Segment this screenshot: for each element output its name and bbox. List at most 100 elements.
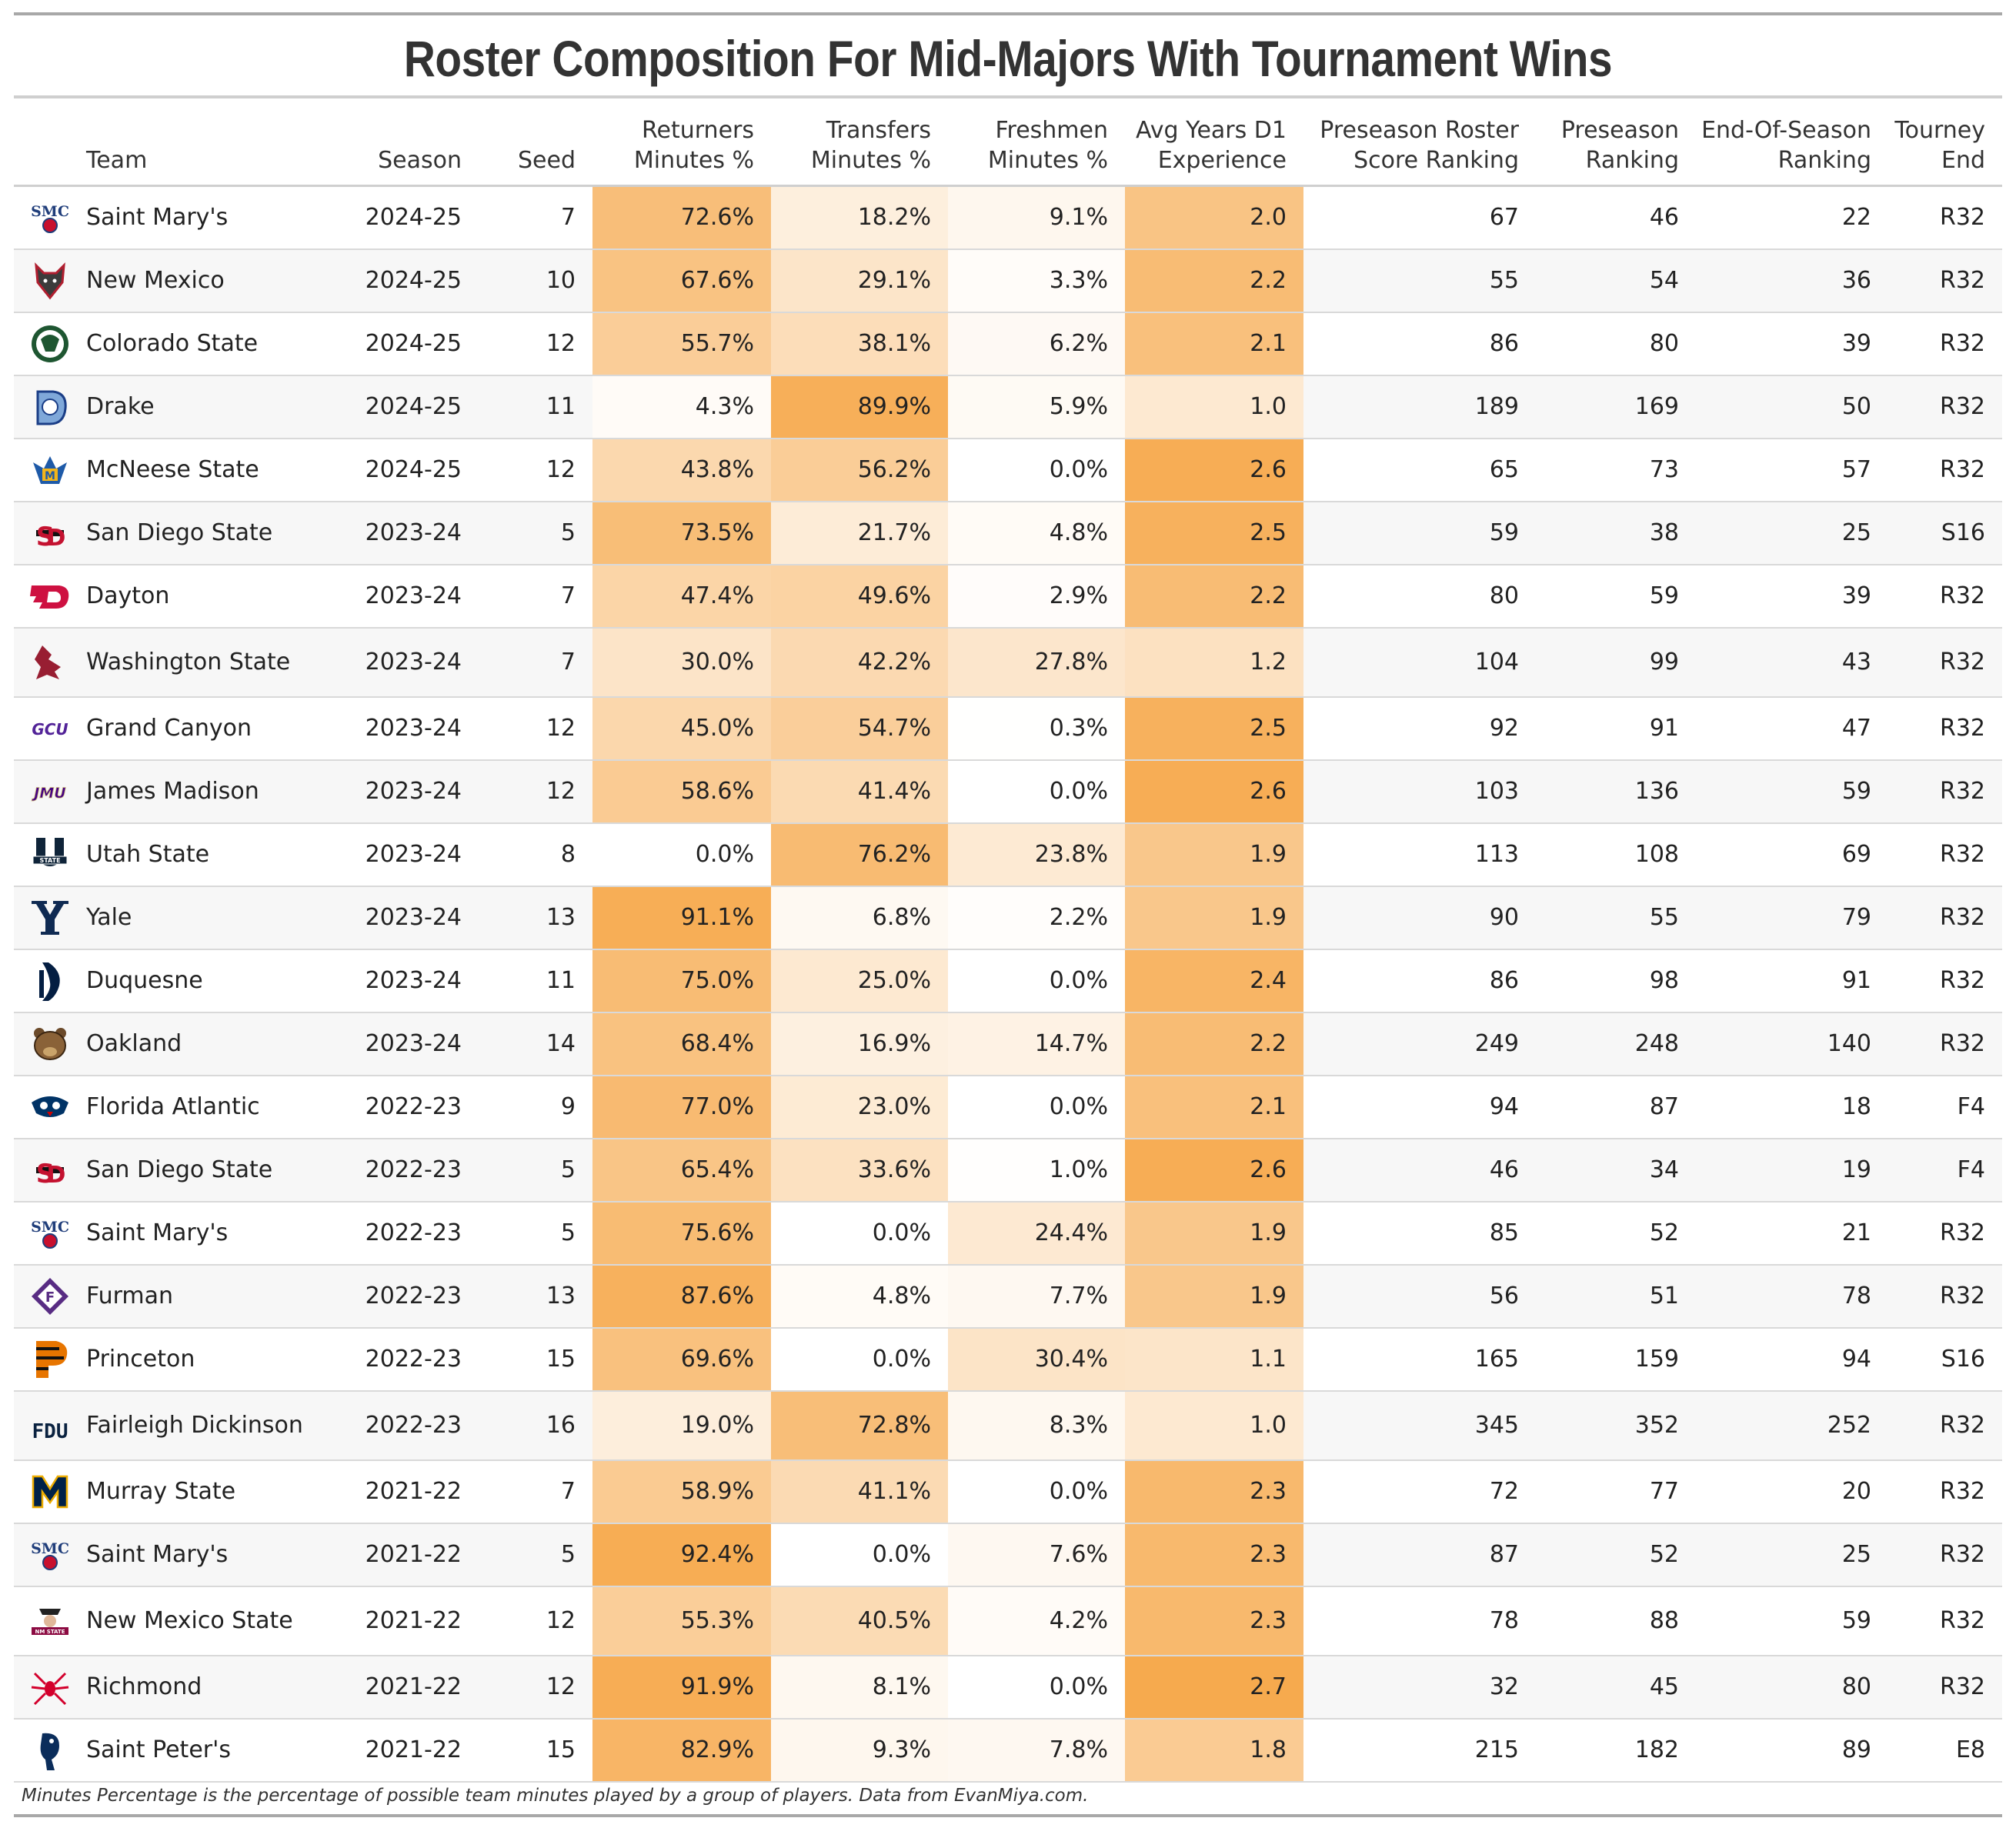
logo-cell — [14, 1718, 86, 1783]
column-header-avg-years: Avg Years D1 Experience — [1125, 98, 1303, 187]
column-header-line: Avg Years D1 — [1136, 117, 1287, 144]
cell-end-rank: 25 — [1696, 501, 1888, 565]
cell-avg-years: 2.2 — [1125, 1012, 1303, 1076]
cell-tourney-end: R32 — [1888, 1012, 2002, 1076]
table-row: Duquesne 2023-24 11 75.0% 25.0% 0.0% 2.4 86 98 91… — [14, 949, 2002, 1013]
cell-transfers: 4.8% — [771, 1264, 948, 1329]
cell-tourney-end: R32 — [1888, 886, 2002, 950]
cell-transfers: 6.8% — [771, 886, 948, 950]
cell-returners: 68.4% — [592, 1012, 771, 1076]
table-row: SMC Saint Mary's 2024-25 7 72.6% 18.2% 9.1% 2.0… — [14, 185, 2002, 250]
cell-end-rank: 19 — [1696, 1138, 1888, 1203]
cell-tourney-end: R32 — [1888, 696, 2002, 761]
cell-preseason-rank: 46 — [1536, 185, 1696, 250]
flying-d-logo-icon — [28, 575, 72, 618]
svg-text:NM STATE: NM STATE — [35, 1629, 65, 1635]
cell-freshmen: 24.4% — [948, 1201, 1125, 1266]
cell-avg-years: 2.6 — [1125, 438, 1303, 502]
cell-freshmen: 1.0% — [948, 1138, 1125, 1203]
cell-freshmen: 0.0% — [948, 1655, 1125, 1720]
team-name: New Mexico — [86, 249, 314, 313]
team-name: New Mexico State — [86, 1586, 314, 1656]
duquesne-d-logo-icon — [28, 959, 72, 1002]
cell-season: 2021-22 — [314, 1655, 479, 1720]
cell-avg-years: 2.7 — [1125, 1655, 1303, 1720]
table-row: S D San Diego State 2023-24 5 73.5% 21.7% 4.8% 2… — [14, 501, 2002, 565]
cell-tourney-end: R32 — [1888, 949, 2002, 1013]
cell-preseason-rank: 108 — [1536, 822, 1696, 887]
cell-avg-years: 1.0 — [1125, 375, 1303, 439]
logo-cell — [14, 1012, 86, 1076]
cell-preseason-rank: 51 — [1536, 1264, 1696, 1329]
cell-seed: 5 — [479, 501, 592, 565]
cell-seed: 5 — [479, 1201, 592, 1266]
cell-end-rank: 36 — [1696, 249, 1888, 313]
column-header-line: Returners — [642, 117, 754, 144]
footnote: Minutes Percentage is the percentage of … — [22, 1786, 1089, 1806]
cell-tourney-end: S16 — [1888, 501, 2002, 565]
top-rule — [14, 12, 2002, 15]
cell-preseason-rank: 169 — [1536, 375, 1696, 439]
smc-logo-icon: SMC — [28, 196, 72, 239]
cell-avg-years: 1.2 — [1125, 627, 1303, 698]
team-name: Yale — [86, 886, 314, 950]
cell-end-rank: 21 — [1696, 1201, 1888, 1266]
cell-seed: 12 — [479, 438, 592, 502]
team-name: Grand Canyon — [86, 696, 314, 761]
cell-end-rank: 94 — [1696, 1327, 1888, 1392]
cell-freshmen: 4.2% — [948, 1586, 1125, 1656]
cell-transfers: 76.2% — [771, 822, 948, 887]
cell-seed: 12 — [479, 312, 592, 376]
cell-end-rank: 59 — [1696, 759, 1888, 824]
cell-freshmen: 0.3% — [948, 696, 1125, 761]
team-name: Furman — [86, 1264, 314, 1329]
cell-returners: 75.6% — [592, 1201, 771, 1266]
lobo-logo-icon — [28, 259, 72, 302]
cell-season: 2023-24 — [314, 1012, 479, 1076]
cell-returners: 67.6% — [592, 249, 771, 313]
cell-end-rank: 39 — [1696, 312, 1888, 376]
team-name: Duquesne — [86, 949, 314, 1013]
team-name: McNeese State — [86, 438, 314, 502]
column-header-returners: Returners Minutes % — [592, 98, 771, 187]
cell-end-rank: 22 — [1696, 185, 1888, 250]
column-header-line: Tourney — [1894, 117, 1985, 144]
svg-text:D: D — [47, 525, 66, 552]
cell-season: 2023-24 — [314, 949, 479, 1013]
logo-cell: SMC — [14, 1201, 86, 1266]
cell-roster-score-rank: 56 — [1303, 1264, 1536, 1329]
cell-returners: 19.0% — [592, 1390, 771, 1461]
table-row: NM STATE New Mexico State 2021-22 12 55.3% 40… — [14, 1586, 2002, 1656]
cell-preseason-rank: 54 — [1536, 249, 1696, 313]
cell-transfers: 56.2% — [771, 438, 948, 502]
cell-seed: 7 — [479, 627, 592, 698]
cell-preseason-rank: 98 — [1536, 949, 1696, 1013]
logo-cell — [14, 627, 86, 698]
cell-freshmen: 23.8% — [948, 822, 1125, 887]
cell-roster-score-rank: 85 — [1303, 1201, 1536, 1266]
table-row: Washington State 2023-24 7 30.0% 42.2% 27.8% 1… — [14, 627, 2002, 698]
cell-avg-years: 2.3 — [1125, 1459, 1303, 1524]
team-name: Murray State — [86, 1459, 314, 1524]
cell-returners: 45.0% — [592, 696, 771, 761]
cell-season: 2022-23 — [314, 1138, 479, 1203]
table-row: Oakland 2023-24 14 68.4% 16.9% 14.7% 2.2 249 248… — [14, 1012, 2002, 1076]
team-name: Washington State — [86, 627, 314, 698]
cell-freshmen: 0.0% — [948, 1459, 1125, 1524]
cell-preseason-rank: 136 — [1536, 759, 1696, 824]
cell-avg-years: 2.4 — [1125, 949, 1303, 1013]
gcu-logo-icon: GCU — [28, 707, 72, 750]
title-rule — [14, 95, 2002, 98]
cell-seed: 7 — [479, 1459, 592, 1524]
cell-roster-score-rank: 215 — [1303, 1718, 1536, 1783]
cell-preseason-rank: 182 — [1536, 1718, 1696, 1783]
logo-cell — [14, 1655, 86, 1720]
cell-transfers: 18.2% — [771, 185, 948, 250]
cell-end-rank: 59 — [1696, 1586, 1888, 1656]
cell-preseason-rank: 91 — [1536, 696, 1696, 761]
cell-returners: 92.4% — [592, 1523, 771, 1587]
cell-freshmen: 8.3% — [948, 1390, 1125, 1461]
cell-seed: 5 — [479, 1523, 592, 1587]
